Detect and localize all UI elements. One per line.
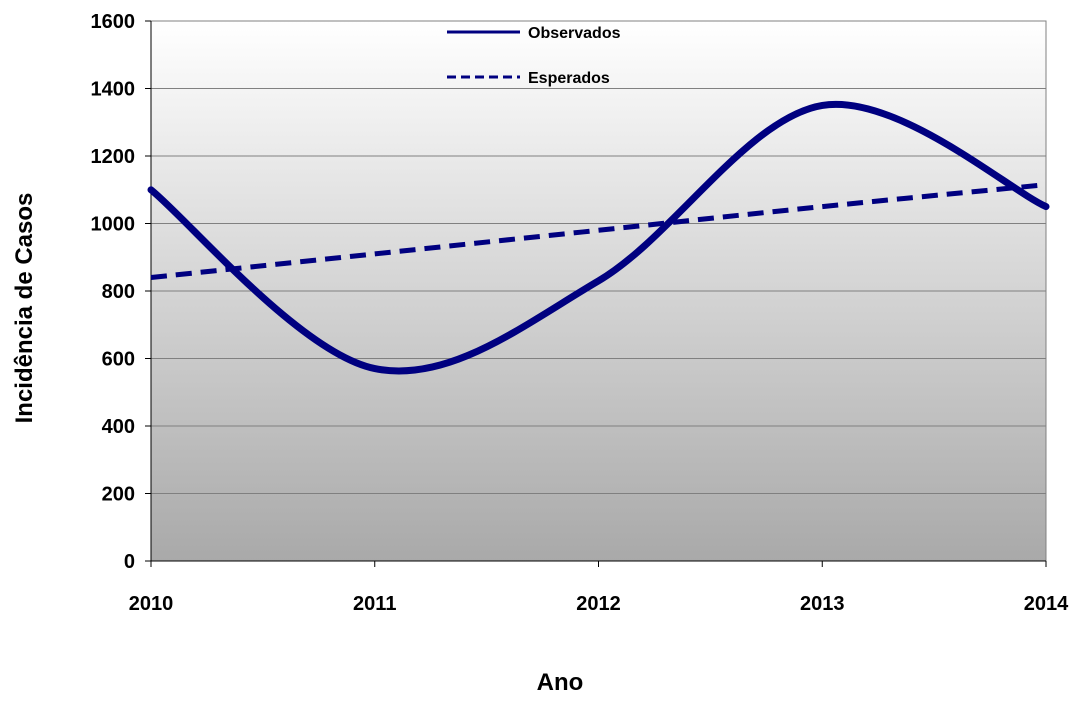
y-axis-title: Incidência de Casos <box>11 193 38 424</box>
x-axis-title: Ano <box>537 669 584 696</box>
series-line-observados <box>147 100 1050 375</box>
y-tick-label: 400 <box>102 416 135 438</box>
gridlines <box>151 20 1046 494</box>
y-tick-label: 0 <box>124 551 135 573</box>
y-tick-label: 1200 <box>91 146 136 168</box>
x-tick-label: 2011 <box>353 593 396 615</box>
x-tick-label: 2012 <box>576 593 621 615</box>
x-axis-ticks: 2010 2011 2012 2013 2014 <box>129 21 1069 615</box>
y-tick-label: 1600 <box>91 11 136 33</box>
legend: Observados Esperados <box>447 25 621 87</box>
y-tick-label: 200 <box>102 484 135 506</box>
x-tick-label: 2013 <box>800 593 845 615</box>
y-axis-ticks: 0 200 400 600 800 1000 1200 1400 1600 <box>91 11 151 573</box>
x-tick-label: 2010 <box>129 593 174 615</box>
y-tick-label: 800 <box>102 281 135 303</box>
y-tick-label: 1000 <box>91 214 136 236</box>
y-tick-label: 600 <box>102 349 135 371</box>
legend-label-esperados: Esperados <box>528 70 610 87</box>
x-tick-label: 2014 <box>1024 593 1069 615</box>
legend-label-observados: Observados <box>528 25 621 42</box>
y-tick-label: 1400 <box>91 79 136 101</box>
series-group <box>147 100 1050 375</box>
